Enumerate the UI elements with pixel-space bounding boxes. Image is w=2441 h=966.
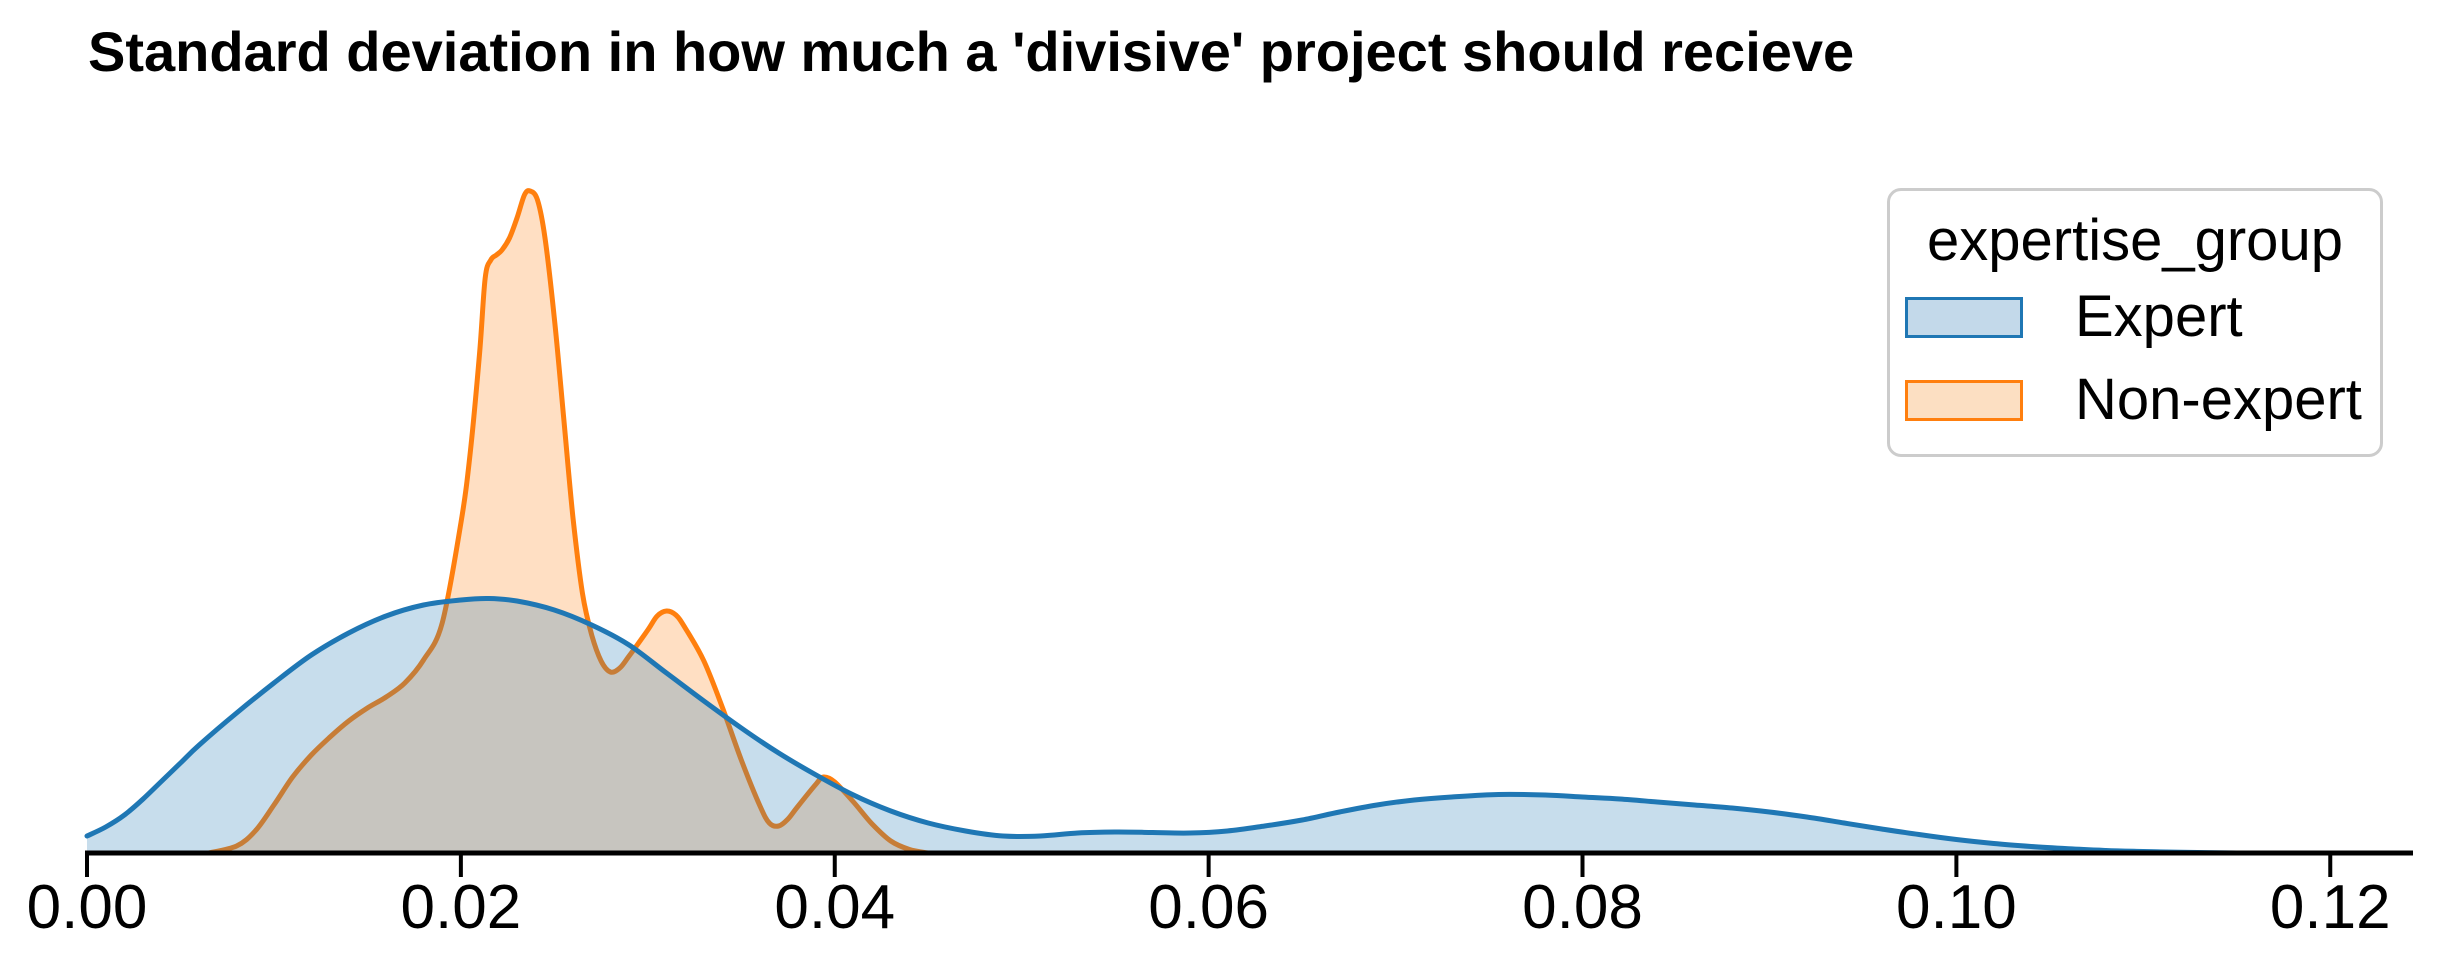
non-expert-swatch-icon (1905, 379, 2023, 421)
x-axis: 0.00 0.02 0.04 0.06 0.08 0.10 0.12 (27, 850, 2413, 942)
legend: expertise_group Expert Non-expert (1887, 188, 2383, 457)
x-tick-label: 0.00 (27, 873, 148, 942)
legend-title: expertise_group (1927, 208, 2343, 273)
expert-swatch-icon (1905, 296, 2023, 338)
legend-entry-non-expert: Non-expert (1905, 367, 2362, 432)
legend-label-non-expert: Non-expert (2075, 367, 2362, 432)
kde-fill-non-expert (208, 190, 929, 853)
x-tick-label: 0.04 (774, 873, 895, 942)
x-tick-label: 0.08 (1522, 873, 1643, 942)
x-tick-label: 0.02 (401, 873, 522, 942)
series-expert (84, 595, 2240, 856)
kde-line-expert (84, 595, 2240, 856)
x-tick-label: 0.10 (1896, 873, 2017, 942)
kde-fill-expert (87, 598, 2237, 853)
series-non-expert (206, 188, 931, 856)
legend-label-expert: Expert (2075, 284, 2243, 349)
chart-title: Standard deviation in how much a 'divisi… (88, 20, 1855, 83)
x-tick-label: 0.06 (1148, 873, 1269, 942)
legend-entry-expert: Expert (1905, 284, 2243, 349)
x-tick-label: 0.12 (2270, 873, 2391, 942)
kde-line-non-expert (206, 188, 931, 856)
